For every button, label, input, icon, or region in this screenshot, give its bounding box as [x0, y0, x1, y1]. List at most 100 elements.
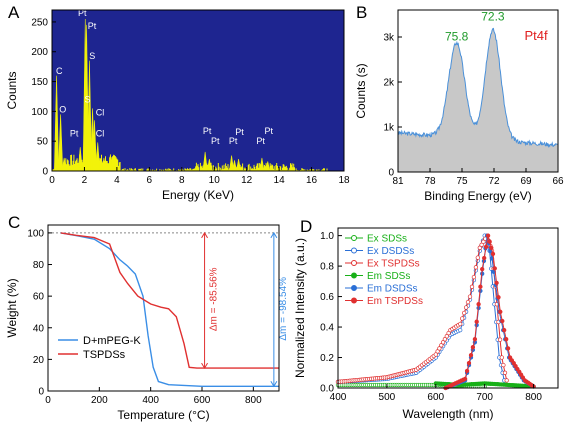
eds-peak-label: Pt: [211, 136, 220, 146]
pl-series-marker: [469, 284, 475, 289]
pl-series-marker: [490, 251, 496, 257]
panel-label-d: D: [300, 217, 312, 236]
pl-series-marker: [494, 280, 499, 286]
panel-b-xtick-label: 75: [456, 176, 468, 187]
pl-series-marker: [468, 352, 474, 358]
pl-series-marker: [482, 255, 487, 261]
panel-b-ytick-label: 2k: [383, 78, 395, 89]
pl-series-line: [445, 235, 534, 389]
panel-c-ytick-label: 60: [33, 292, 45, 303]
panel-b-xtick-label: 69: [520, 176, 532, 187]
tga-arrowhead-red-top: [201, 231, 208, 239]
panel-b-xlabel: Binding Energy (eV): [424, 189, 531, 203]
panel-a-ytick-label: 150: [31, 77, 48, 88]
panel-b-ytick-label: 1k: [383, 123, 395, 134]
panel-d-ytick-label: 0.6: [320, 292, 334, 303]
pl-series-marker: [474, 319, 479, 324]
xps-area: [398, 28, 558, 173]
pl-series-marker: [444, 334, 449, 339]
panel-label-c: C: [8, 213, 20, 232]
panel-d-ytick-label: 0.4: [320, 323, 334, 334]
pl-legend-marker: [351, 235, 357, 241]
pl-legend-marker: [351, 285, 357, 291]
panel-b-ylabel: Counts (s): [354, 63, 368, 118]
pl-series-marker: [487, 239, 492, 244]
tga-series-tspdss: [60, 232, 279, 369]
panel-c-ytick-label: 20: [33, 355, 45, 366]
eds-peak-label: S: [89, 51, 95, 61]
xps-peak-label: 72.3: [481, 9, 505, 23]
pl-series-marker: [466, 360, 472, 366]
panel-b-frame: [397, 9, 559, 173]
pl-series-marker: [476, 302, 481, 307]
panel-d-ytick-label: 0.2: [320, 353, 334, 364]
panel-c-xtick-label: 800: [245, 395, 262, 406]
panel-a-xtick-label: 14: [274, 175, 286, 186]
tga-delta-red: Δm = -85.56%: [209, 267, 220, 331]
panel-d-xtick-label: 700: [476, 392, 493, 403]
eds-peak-label: Pt: [203, 126, 212, 136]
panel-d-xtick-label: 500: [379, 392, 396, 403]
panel-a-xtick-label: 2: [82, 175, 88, 186]
pl-series-marker: [470, 345, 476, 350]
eds-peak-label: S: [84, 94, 90, 104]
pl-series-marker: [498, 309, 503, 314]
panel-c-xtick-label: 200: [91, 395, 108, 406]
tga-arrowhead-red-bottom: [201, 362, 208, 370]
panel-c-xtick-label: 400: [142, 395, 159, 406]
pl-series-marker: [472, 337, 478, 342]
panel-d-xtick-label: 800: [525, 392, 542, 403]
panel-c-frame: [47, 224, 280, 392]
pl-series-marker: [500, 318, 505, 324]
pl-series-marker: [435, 349, 440, 354]
panel-b-xtick-label: 81: [392, 176, 404, 187]
pl-series-marker: [502, 327, 507, 333]
pl-series-marker: [485, 233, 491, 238]
pl-legend-marker: [351, 272, 357, 279]
pl-series-marker: [460, 316, 465, 321]
panel-a-ylabel: Counts: [5, 71, 19, 109]
pl-series-marker: [464, 368, 470, 374]
xps-pt4f-label: Pt4f: [524, 28, 548, 43]
panel-c-ytick-label: 100: [27, 228, 44, 239]
panel-b-ytick-label: 0: [388, 168, 394, 179]
pl-legend-label: Ex DSDSs: [367, 246, 414, 257]
panel-a-xlabel: Energy (KeV): [162, 188, 234, 202]
xps-line: [397, 27, 558, 148]
pl-series-marker: [462, 376, 468, 382]
xps-peak-label: 75.8: [445, 30, 469, 44]
tga-series-dmpeg: [60, 232, 279, 387]
panel-d-xtick-label: 400: [330, 392, 347, 403]
pl-series-marker: [505, 346, 511, 351]
tga-arrowhead-blue-top: [270, 231, 278, 239]
pl-series-marker: [478, 284, 483, 289]
pl-series-marker: [483, 244, 489, 249]
pl-series-marker: [473, 265, 479, 270]
eds-peak-label: Pt: [70, 128, 79, 138]
pl-legend-label: Em SDSs: [367, 271, 410, 282]
pl-series-marker: [467, 294, 473, 299]
eds-peak-label: Cl: [96, 108, 105, 118]
eds-peak-label: C: [56, 66, 63, 76]
pl-series-marker: [489, 245, 494, 250]
eds-background: [52, 10, 344, 171]
eds-peak-label: Pt: [235, 127, 244, 137]
pl-series-line: [337, 234, 508, 383]
pl-series-marker: [492, 266, 497, 271]
panel-d-ytick-label: 0.8: [320, 262, 334, 273]
pl-series-marker: [465, 299, 471, 305]
pl-series-marker: [458, 321, 463, 327]
pl-series-marker: [458, 327, 463, 333]
tga-legend-label: TSPDSs: [83, 349, 126, 361]
pl-legend-label: Em TSPDSs: [367, 296, 423, 307]
pl-series-marker: [433, 352, 438, 357]
eds-peak-label: O: [59, 105, 66, 115]
pl-legend-label: Ex SDSs: [367, 234, 407, 245]
panel-a-ytick-label: 100: [31, 107, 48, 118]
panel-label-a: A: [8, 3, 20, 22]
panel-a-xtick-label: 18: [338, 175, 350, 186]
panel-c-xlabel: Temperature (°C): [117, 408, 209, 422]
pl-legend-marker: [351, 297, 357, 304]
